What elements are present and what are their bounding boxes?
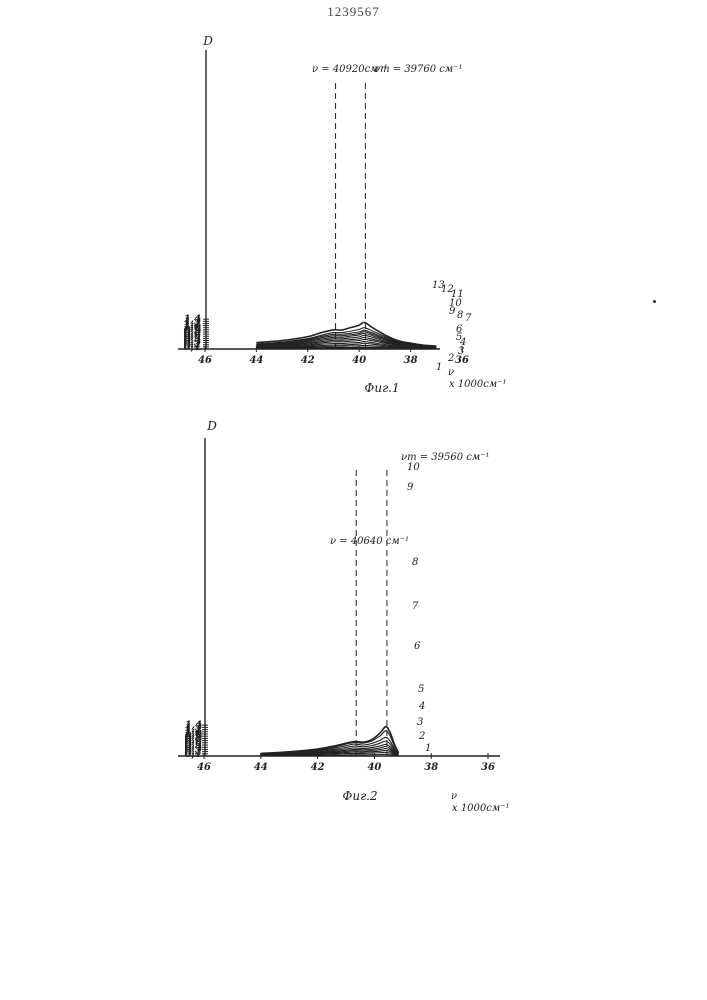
curve-number-label: 3 [417, 717, 423, 728]
curve-number-label: 2 [418, 731, 425, 742]
curve-number-label: 4 [418, 701, 425, 712]
y-tick-label: 0,1 [185, 749, 202, 760]
x-tick-label: 40 [352, 355, 366, 366]
x-tick-label: 46 [197, 762, 211, 773]
fig2-x-axis-label-nu: ν [451, 791, 457, 802]
fig2-x-axis-label-units: x 1000см⁻¹ [452, 803, 509, 814]
x-tick-label: 44 [249, 355, 263, 366]
x-tick-label: 42 [301, 355, 315, 366]
curve-number-label: 1 [436, 362, 442, 373]
y-tick-label: 0,1 [184, 342, 201, 353]
fig2-annotation-nu: ν = 40640 см⁻¹ [330, 536, 409, 547]
x-tick-label: 40 [367, 762, 381, 773]
curve-number-label: 8 [412, 557, 418, 568]
x-tick-label: 38 [404, 355, 418, 366]
fig2-y-axis-label: D [206, 419, 217, 433]
curve-number-label: 1 [425, 743, 431, 754]
x-tick-label: 46 [198, 355, 212, 366]
fig1-annotation-nu-max: νm = 39760 см⁻¹ [374, 64, 462, 75]
x-tick-label: 42 [311, 762, 325, 773]
x-tick-label: 38 [424, 762, 438, 773]
figure-2: D ν x 1000см⁻¹ Фиг.2 ν = 40640 см⁻¹ νm =… [178, 419, 509, 814]
curve-number-label: 9 [407, 482, 414, 493]
curve-number-label: 8 [457, 310, 463, 321]
scan-speck [653, 300, 656, 303]
fig1-x-axis-label-units: x 1000см⁻¹ [449, 379, 506, 390]
curve-number-label: 6 [414, 641, 421, 652]
curve-number-label: 9 [449, 306, 456, 317]
curve-number-label: 7 [465, 313, 472, 324]
curve-number-label: 3 [458, 346, 464, 357]
x-tick-label: 36 [481, 762, 495, 773]
x-tick-label: 44 [254, 762, 268, 773]
fig1-y-axis-label: D [202, 34, 213, 48]
figure-1: D ν x 1000см⁻¹ Фиг.1 ν = 40920см⁻¹ νm = … [178, 34, 506, 395]
fig1-x-axis-label-nu: ν [448, 367, 454, 378]
curve-number-label: 10 [407, 462, 420, 473]
fig1-caption: Фиг.1 [364, 381, 399, 395]
curve-number-label: 2 [447, 353, 454, 364]
fig2-caption: Фиг.2 [342, 789, 377, 803]
curve-number-label: 5 [418, 684, 424, 695]
curve-number-label: 7 [412, 601, 419, 612]
